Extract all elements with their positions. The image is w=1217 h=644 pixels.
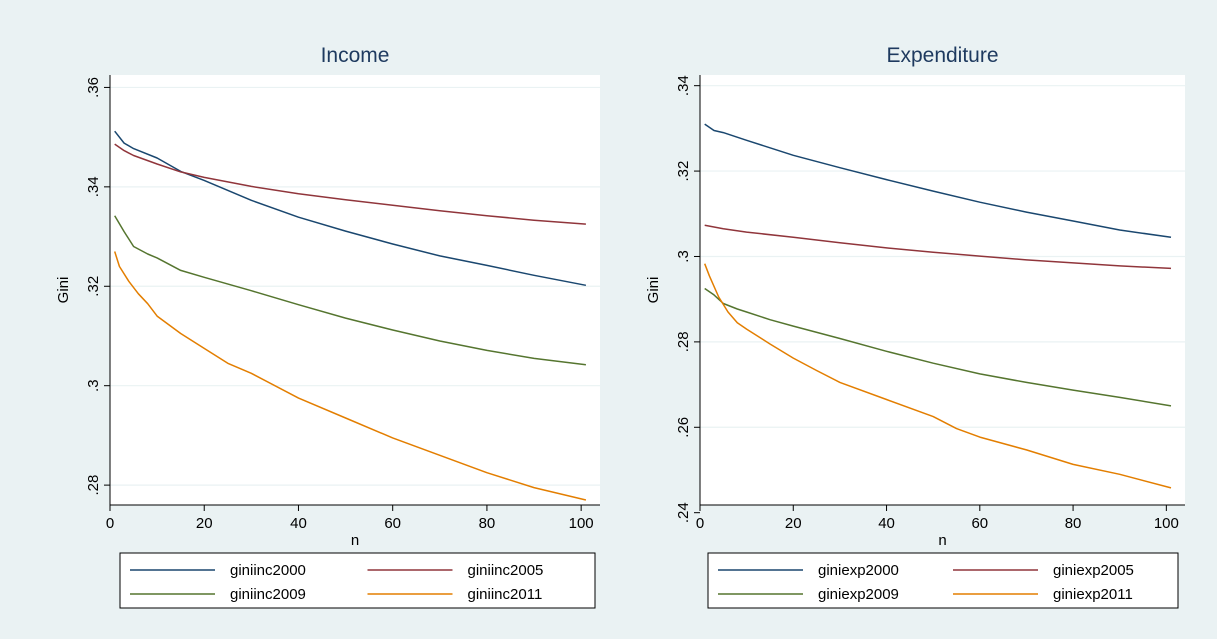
y-tick-label: .28 bbox=[85, 475, 102, 496]
y-tick-label: .24 bbox=[675, 502, 692, 523]
y-tick-label: .26 bbox=[675, 417, 692, 438]
x-tick-label: 60 bbox=[384, 515, 401, 532]
x-tick-label: 60 bbox=[971, 515, 988, 532]
legend-label: giniexp2009 bbox=[818, 586, 899, 603]
x-tick-label: 0 bbox=[106, 515, 114, 532]
legend-label: giniinc2009 bbox=[230, 586, 306, 603]
y-tick-label: .28 bbox=[675, 331, 692, 352]
series-line-giniinc2000 bbox=[114, 130, 587, 287]
y-tick-label: .32 bbox=[85, 276, 102, 297]
legend-box bbox=[119, 552, 596, 609]
x-axis-label: n bbox=[351, 532, 359, 549]
legend-label: giniinc2000 bbox=[230, 562, 306, 579]
series-line-giniexp2000 bbox=[704, 123, 1172, 239]
series-line-giniexp2011 bbox=[703, 263, 1172, 489]
x-tick-label: 0 bbox=[696, 515, 704, 532]
series-line-giniinc2005 bbox=[114, 143, 586, 225]
panel-income: .28 .3 .32 .34 .36 0 20 40 60 80 100 n Gini Income gin… bbox=[55, 44, 600, 609]
y-tick-label: .34 bbox=[675, 75, 692, 96]
series-line-giniinc2011 bbox=[113, 251, 587, 501]
x-tick-label: 80 bbox=[479, 515, 496, 532]
x-tick-label: 20 bbox=[785, 515, 802, 532]
legend-label: giniexp2011 bbox=[1053, 586, 1133, 603]
x-axis-label: n bbox=[938, 532, 946, 549]
y-tick-label: .36 bbox=[85, 77, 102, 98]
x-tick-label: 20 bbox=[196, 515, 213, 532]
series-line-giniexp2009 bbox=[704, 287, 1172, 407]
panel-title: Expenditure bbox=[886, 44, 998, 67]
y-axis-label: Gini bbox=[645, 277, 662, 304]
panel-title: Income bbox=[321, 44, 390, 67]
legend-label: giniexp2000 bbox=[818, 562, 899, 579]
legend-label: giniinc2005 bbox=[468, 562, 544, 579]
legend-label: giniinc2011 bbox=[468, 586, 543, 603]
y-tick-label: .34 bbox=[85, 176, 102, 197]
x-tick-label: 100 bbox=[569, 515, 594, 532]
plot-area bbox=[700, 75, 1185, 505]
legend-box bbox=[707, 552, 1179, 609]
y-axis-label: Gini bbox=[55, 277, 72, 304]
series-line-giniexp2005 bbox=[704, 224, 1172, 270]
series-line-giniinc2009 bbox=[114, 215, 586, 366]
x-tick-label: 40 bbox=[878, 515, 895, 532]
plot-area bbox=[110, 75, 600, 505]
y-tick-label: .3 bbox=[85, 379, 102, 392]
panel-expenditure: .24 .26 .28 .3 .32 .34 0 20 40 60 80 100 n Gini Expend… bbox=[645, 44, 1185, 609]
y-tick-label: .32 bbox=[675, 161, 692, 182]
x-tick-label: 100 bbox=[1154, 515, 1179, 532]
x-tick-label: 40 bbox=[290, 515, 307, 532]
y-tick-label: .3 bbox=[675, 250, 692, 263]
legend-label: giniexp2005 bbox=[1053, 562, 1134, 579]
x-tick-label: 80 bbox=[1065, 515, 1082, 532]
